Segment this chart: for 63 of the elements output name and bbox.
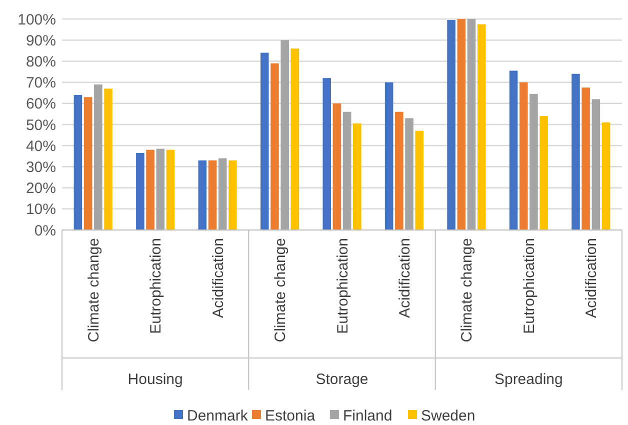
y-tick-label: 10%: [26, 201, 56, 218]
bar: [156, 148, 165, 230]
legend-label: Estonia: [265, 407, 316, 424]
bar: [582, 88, 590, 230]
y-tick-label: 50%: [26, 116, 56, 134]
bar: [332, 103, 342, 230]
y-tick-label: 0%: [34, 222, 56, 240]
bar: [290, 48, 300, 230]
legend-label: Sweden: [421, 407, 476, 424]
x-tick-label: Climate change: [85, 238, 102, 342]
bar: [509, 70, 518, 230]
text: Housing: [128, 371, 183, 388]
bar: [353, 123, 362, 230]
y-tick-label: 40%: [26, 138, 56, 155]
bar: [540, 116, 548, 230]
y-tick-label: 80%: [26, 53, 56, 70]
x-tick-label: Climate change: [272, 238, 290, 342]
y-tick-label: 20%: [26, 180, 56, 198]
bar: [322, 78, 331, 230]
x-tick-label: Acidification: [396, 238, 414, 318]
bar: [602, 122, 610, 230]
bar: [94, 84, 102, 230]
bar: [592, 99, 600, 230]
bar: [270, 63, 279, 230]
bar: [519, 82, 528, 230]
bar: [395, 112, 404, 230]
bar: [405, 118, 414, 230]
y-tick-label: 90%: [26, 32, 56, 50]
legend-label: Finland: [343, 407, 392, 424]
y-tick-label: 60%: [26, 96, 56, 113]
bar: [84, 97, 92, 230]
x-tick-label: Acidification: [210, 238, 227, 318]
bar: [415, 130, 424, 230]
text: Spreading: [494, 371, 563, 388]
bar: [228, 160, 237, 230]
bar: [146, 150, 154, 230]
bar: [467, 19, 476, 230]
bar: [477, 24, 486, 230]
bar: [166, 150, 175, 230]
x-tick-label: Eutrophication: [334, 238, 352, 334]
x-tick-label: Eutrophication: [148, 238, 165, 334]
y-tick-label: 30%: [26, 158, 56, 176]
bar: [384, 82, 394, 230]
bar: [208, 160, 217, 230]
y-tick-label: 70%: [26, 74, 56, 92]
legend-label: Denmark: [187, 407, 248, 424]
x-tick-label: Climate change: [458, 238, 476, 342]
bar: [74, 94, 82, 230]
bar: [447, 20, 456, 230]
bar: [280, 40, 289, 230]
bar: [104, 88, 112, 230]
bar: [457, 19, 466, 230]
x-tick-label: Eutrophication: [520, 238, 538, 334]
bar: [198, 160, 207, 230]
bar: [260, 52, 269, 230]
bar: [218, 158, 227, 230]
x-tick-label: Acidification: [583, 238, 600, 318]
bar: [572, 74, 580, 230]
bar: [530, 94, 538, 230]
y-tick-label: 100%: [18, 11, 56, 28]
text: Storage: [316, 371, 368, 388]
bar: [342, 112, 352, 230]
bar: [136, 152, 144, 230]
